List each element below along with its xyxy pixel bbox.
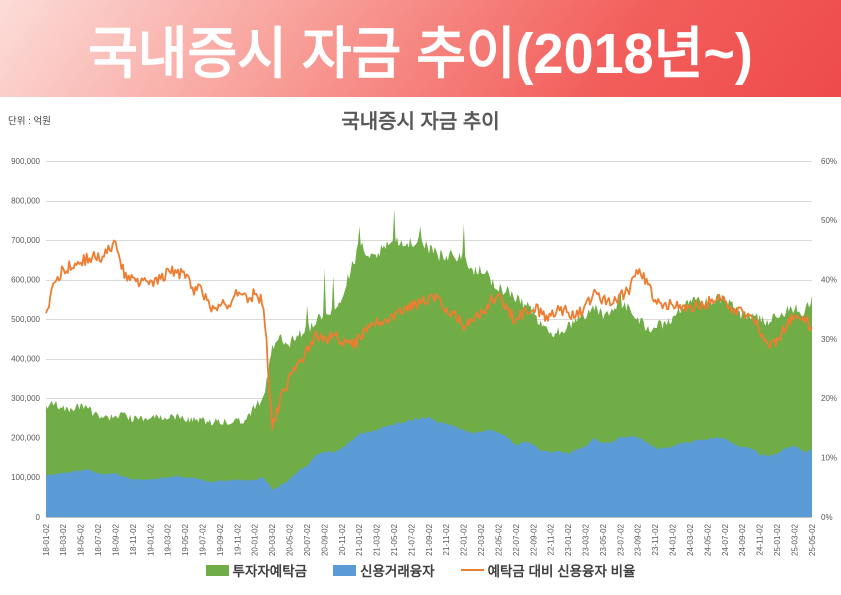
svg-text:20-05-02: 20-05-02 — [286, 523, 295, 556]
svg-text:900,000: 900,000 — [11, 157, 40, 166]
legend-label-ratio: 예탁금 대비 신용융자 비율 — [487, 564, 636, 579]
svg-text:40%: 40% — [821, 276, 837, 285]
banner-title: 국내증시 자금 추이(2018년~) — [88, 23, 753, 86]
svg-text:19-03-02: 19-03-02 — [164, 523, 173, 556]
svg-text:22-07-02: 22-07-02 — [512, 523, 521, 556]
svg-text:21-09-02: 21-09-02 — [425, 523, 434, 556]
legend-label-credit: 신용거래융자 — [360, 564, 435, 579]
legend-item-credit: 신용거래융자 — [333, 560, 435, 580]
credit-swatch-icon — [333, 564, 357, 576]
svg-text:20%: 20% — [821, 394, 837, 403]
legend-label-deposits: 투자자예탁금 — [232, 564, 308, 579]
svg-text:21-11-02: 21-11-02 — [442, 523, 451, 555]
svg-text:21-07-02: 21-07-02 — [407, 523, 416, 556]
svg-text:21-03-02: 21-03-02 — [373, 523, 382, 556]
svg-text:24-07-02: 24-07-02 — [721, 523, 730, 556]
svg-text:20-03-02: 20-03-02 — [268, 523, 277, 556]
svg-text:23-11-02: 23-11-02 — [651, 523, 660, 555]
svg-text:800,000: 800,000 — [11, 196, 40, 205]
svg-text:400,000: 400,000 — [11, 355, 40, 364]
svg-text:50%: 50% — [821, 216, 837, 225]
svg-text:21-05-02: 21-05-02 — [390, 523, 399, 556]
svg-text:19-01-02: 19-01-02 — [146, 523, 155, 556]
svg-text:30%: 30% — [821, 335, 837, 344]
svg-text:24-05-02: 24-05-02 — [703, 523, 712, 556]
svg-text:60%: 60% — [821, 157, 837, 166]
chart-legend: 투자자예탁금 신용거래융자 예탁금 대비 신용융자 비율 — [0, 560, 841, 580]
svg-text:25-01-02: 25-01-02 — [773, 523, 782, 556]
svg-text:24-01-02: 24-01-02 — [669, 523, 678, 556]
legend-item-deposits: 투자자예탁금 — [205, 560, 308, 580]
svg-text:22-05-02: 22-05-02 — [494, 523, 503, 556]
svg-text:18-01-02: 18-01-02 — [42, 523, 51, 556]
svg-text:22-03-02: 22-03-02 — [477, 523, 486, 556]
deposits-swatch-icon — [205, 564, 229, 576]
svg-text:0%: 0% — [821, 513, 833, 522]
svg-text:23-01-02: 23-01-02 — [564, 523, 573, 556]
banner: 국내증시 자금 추이(2018년~) — [0, 0, 841, 97]
svg-text:300,000: 300,000 — [11, 394, 40, 403]
ratio-line-swatch-icon — [460, 568, 484, 572]
svg-text:23-05-02: 23-05-02 — [599, 523, 608, 556]
svg-text:18-09-02: 18-09-02 — [111, 523, 120, 556]
svg-text:600,000: 600,000 — [11, 276, 40, 285]
svg-text:25-05-02: 25-05-02 — [808, 523, 817, 556]
svg-text:18-05-02: 18-05-02 — [77, 523, 86, 556]
svg-text:100,000: 100,000 — [11, 473, 40, 482]
svg-text:19-09-02: 19-09-02 — [216, 523, 225, 556]
svg-text:700,000: 700,000 — [11, 236, 40, 245]
svg-text:0: 0 — [36, 513, 41, 522]
svg-text:10%: 10% — [821, 454, 837, 463]
svg-text:18-11-02: 18-11-02 — [129, 523, 138, 555]
svg-text:23-07-02: 23-07-02 — [616, 523, 625, 556]
chart-region: 단위 : 억원 국내증시 자금 추이 0 100,000 200,000 300,00… — [0, 97, 841, 595]
svg-text:20-09-02: 20-09-02 — [320, 523, 329, 556]
svg-text:22-09-02: 22-09-02 — [529, 523, 538, 556]
svg-text:18-03-02: 18-03-02 — [59, 523, 68, 556]
svg-text:22-01-02: 22-01-02 — [460, 523, 469, 556]
svg-text:23-03-02: 23-03-02 — [582, 523, 591, 556]
svg-text:23-09-02: 23-09-02 — [634, 523, 643, 556]
fund-trend-chart: 0 100,000 200,000 300,000 400,000 500,000 600,… — [0, 97, 841, 595]
svg-text:22-11-02: 22-11-02 — [547, 523, 556, 555]
svg-text:24-09-02: 24-09-02 — [738, 523, 747, 556]
chart-title: 국내증시 자금 추이 — [341, 111, 500, 133]
legend-item-ratio: 예탁금 대비 신용융자 비율 — [460, 560, 636, 580]
svg-text:20-07-02: 20-07-02 — [303, 523, 312, 556]
svg-text:20-11-02: 20-11-02 — [338, 523, 347, 555]
svg-text:500,000: 500,000 — [11, 315, 40, 324]
svg-text:25-03-02: 25-03-02 — [790, 523, 799, 556]
svg-text:24-11-02: 24-11-02 — [756, 523, 765, 555]
svg-text:19-11-02: 19-11-02 — [233, 523, 242, 555]
unit-label: 단위 : 억원 — [8, 116, 51, 127]
svg-text:200,000: 200,000 — [11, 434, 40, 443]
svg-text:19-05-02: 19-05-02 — [181, 523, 190, 556]
svg-text:19-07-02: 19-07-02 — [199, 523, 208, 556]
svg-text:21-01-02: 21-01-02 — [355, 523, 364, 556]
svg-text:20-01-02: 20-01-02 — [251, 523, 260, 556]
svg-text:18-07-02: 18-07-02 — [94, 523, 103, 556]
svg-text:24-03-02: 24-03-02 — [686, 523, 695, 556]
